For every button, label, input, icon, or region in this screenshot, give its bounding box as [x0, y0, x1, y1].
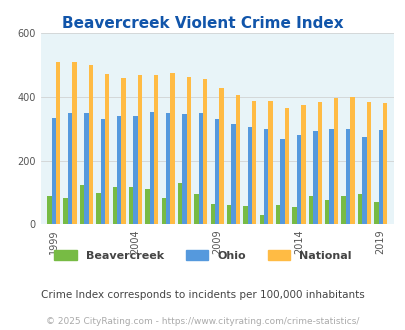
Bar [149, 112, 153, 224]
Bar [68, 113, 72, 224]
Bar [382, 104, 386, 224]
Bar [292, 207, 296, 224]
Bar [243, 206, 247, 224]
Bar [308, 196, 312, 224]
Bar [170, 73, 174, 224]
Bar [104, 75, 109, 224]
Bar [280, 139, 284, 224]
Bar [252, 101, 256, 224]
Bar [202, 79, 207, 224]
Bar [357, 194, 361, 224]
Bar [350, 97, 354, 224]
Bar [129, 187, 133, 224]
Bar [117, 116, 121, 224]
Bar [177, 183, 182, 224]
Bar [235, 95, 239, 224]
Bar [215, 119, 219, 224]
Bar [361, 137, 366, 224]
Bar [329, 129, 333, 224]
Bar [194, 194, 198, 224]
Bar [324, 200, 329, 224]
Bar [333, 98, 337, 224]
Bar [377, 130, 382, 224]
Bar [284, 108, 288, 224]
Bar [317, 102, 321, 224]
Bar [268, 101, 272, 224]
Bar [341, 196, 345, 224]
Bar [186, 77, 191, 224]
Bar [112, 187, 117, 224]
Bar [145, 189, 149, 224]
Bar [133, 116, 137, 224]
Bar [88, 65, 93, 224]
Bar [219, 88, 223, 224]
Bar [226, 205, 231, 224]
Bar [366, 102, 370, 224]
Bar [63, 198, 68, 224]
Bar [301, 105, 305, 224]
Bar [247, 127, 252, 224]
Text: © 2025 CityRating.com - https://www.cityrating.com/crime-statistics/: © 2025 CityRating.com - https://www.city… [46, 317, 359, 326]
Bar [96, 192, 100, 224]
Bar [47, 196, 51, 224]
Bar [210, 204, 215, 224]
Bar [231, 124, 235, 224]
Legend: Beavercreek, Ohio, National: Beavercreek, Ohio, National [50, 246, 355, 265]
Bar [100, 119, 104, 224]
Bar [166, 113, 170, 224]
Bar [182, 115, 186, 224]
Bar [263, 129, 268, 224]
Bar [153, 75, 158, 224]
Bar [51, 117, 56, 224]
Text: Beavercreek Violent Crime Index: Beavercreek Violent Crime Index [62, 16, 343, 31]
Bar [84, 113, 88, 224]
Bar [275, 205, 280, 224]
Bar [345, 129, 350, 224]
Bar [80, 184, 84, 224]
Bar [72, 62, 77, 224]
Bar [56, 62, 60, 224]
Text: Crime Index corresponds to incidents per 100,000 inhabitants: Crime Index corresponds to incidents per… [41, 290, 364, 300]
Bar [373, 202, 377, 224]
Bar [296, 135, 301, 224]
Bar [121, 78, 125, 224]
Bar [198, 113, 202, 224]
Bar [161, 198, 166, 224]
Bar [312, 131, 317, 224]
Bar [137, 75, 142, 224]
Bar [259, 215, 263, 224]
